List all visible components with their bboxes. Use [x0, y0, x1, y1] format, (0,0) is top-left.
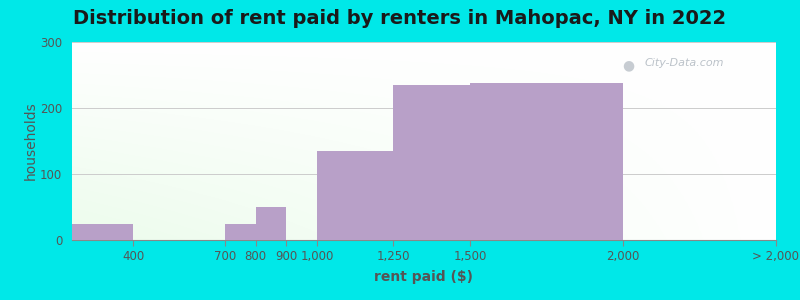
Bar [225, 224, 256, 240]
Y-axis label: households: households [23, 102, 38, 180]
Bar [394, 85, 470, 240]
Text: City-Data.com: City-Data.com [645, 58, 724, 68]
Text: Distribution of rent paid by renters in Mahopac, NY in 2022: Distribution of rent paid by renters in … [74, 9, 726, 28]
Text: ●: ● [622, 58, 634, 72]
Bar [470, 83, 623, 240]
Bar [72, 224, 134, 240]
X-axis label: rent paid ($): rent paid ($) [374, 270, 474, 284]
Bar [317, 151, 394, 240]
Bar [256, 207, 286, 240]
